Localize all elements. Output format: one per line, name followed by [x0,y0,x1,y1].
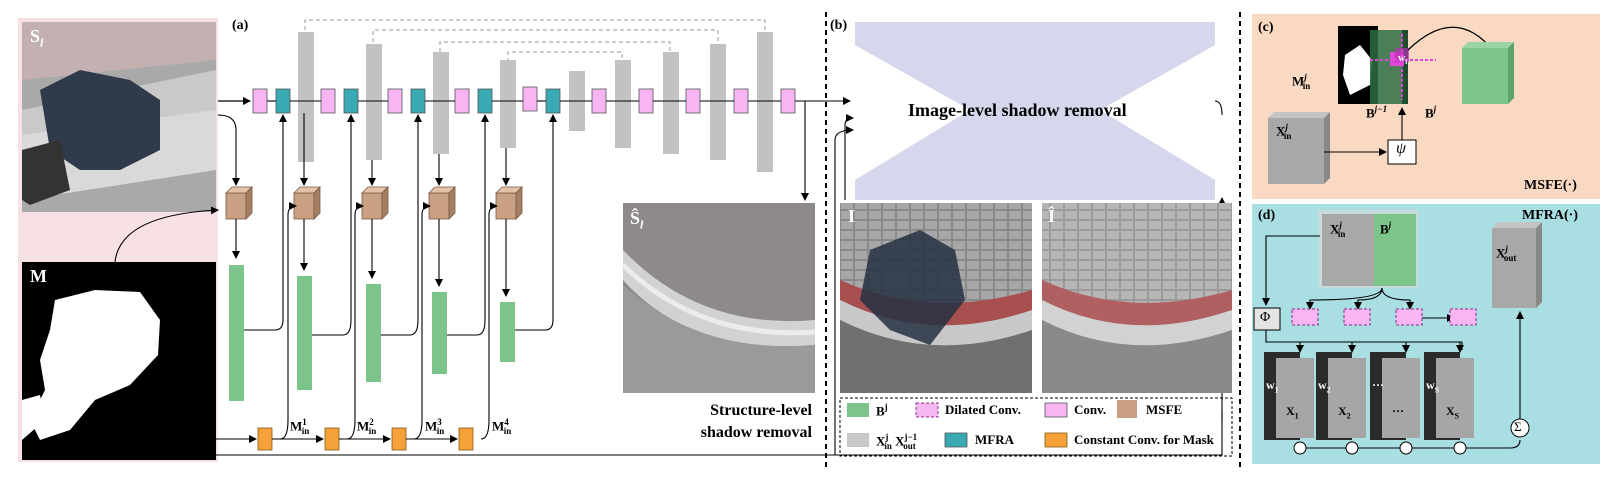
legend-conv: Conv. [1074,402,1107,417]
legend-msfe: MSFE [1146,402,1183,417]
structure-output-image [621,203,816,393]
mfra-xs-label: XS [1446,404,1460,421]
msfe-diagram [1268,26,1514,184]
mfra-w1-label: w1 [1266,378,1279,395]
mask-conv-blocks [257,427,474,451]
image-input-label: I [848,206,856,226]
mfra-diagram [1253,210,1542,455]
panel-a-label: (a) [232,18,249,33]
image-level-hourglass [855,22,1215,200]
structure-output-label: Ŝl [630,208,644,232]
msfe-w-label: wi [1398,53,1408,66]
green-feature-bars [229,265,515,401]
image-output [1042,203,1232,393]
legend-b: Bj [876,402,888,419]
image-level-title: Image-level shadow removal [908,100,1127,120]
mfra-ws-label: wS [1426,378,1440,395]
legend-mfra: MFRA [975,432,1014,447]
legend-swatches [847,400,1137,448]
legend-x: Xjin Xj−1out [876,432,918,451]
msfe-m-in-label: Mjin [1292,72,1311,91]
mfra-x-out-label: Xjout [1496,244,1517,263]
msfe-title: MSFE(·) [1524,178,1577,193]
mask-label-3: M3in [425,417,445,436]
mfra-x-in-label: Xjin [1330,220,1346,239]
legend-dilated-conv: Dilated Conv. [945,402,1021,417]
mask-label-4: M4in [492,417,512,436]
msfe-b-label: Bj [1425,104,1437,121]
mfra-x-dots: ··· [1392,404,1405,418]
mfra-sum-label: Σ [1514,419,1522,434]
panel-b-label: (b) [830,18,848,33]
mask-label-1: M1in [290,417,310,436]
structure-input-label: Sl [30,26,44,50]
legend-mask-conv: Constant Conv. for Mask [1074,432,1214,447]
mfra-phi-label: Φ [1260,310,1271,325]
image-input [840,203,1032,393]
mfra-title: MFRA(·) [1522,208,1578,223]
structure-level-title-line2: shadow removal [700,424,812,441]
skip-connections [304,19,766,62]
mfra-b-label: Bj [1380,220,1392,237]
mask-image [22,262,216,460]
mfra-x1-label: X1 [1286,404,1299,421]
panel-d-label: (d) [1258,208,1276,223]
feature-bars [298,32,773,172]
mask-label: M [30,266,47,286]
mfra-x2-label: X2 [1338,404,1351,421]
legend-box [839,397,1233,457]
mfra-w2-label: w2 [1318,378,1331,395]
mask-label-2: M2in [357,417,377,436]
msfe-b-prev-label: Bj−1 [1366,104,1388,121]
msfe-cubes [225,186,523,220]
structure-level-title-line1: Structure-level [710,402,812,419]
msfe-x-in-label: Xjin [1276,122,1292,141]
structure-input-image [22,22,216,212]
msfe-psi-label: ψ [1396,140,1406,157]
mfra-w-dots: ··· [1372,378,1385,392]
image-output-label: Î [1048,206,1056,226]
panel-c-label: (c) [1258,20,1274,35]
